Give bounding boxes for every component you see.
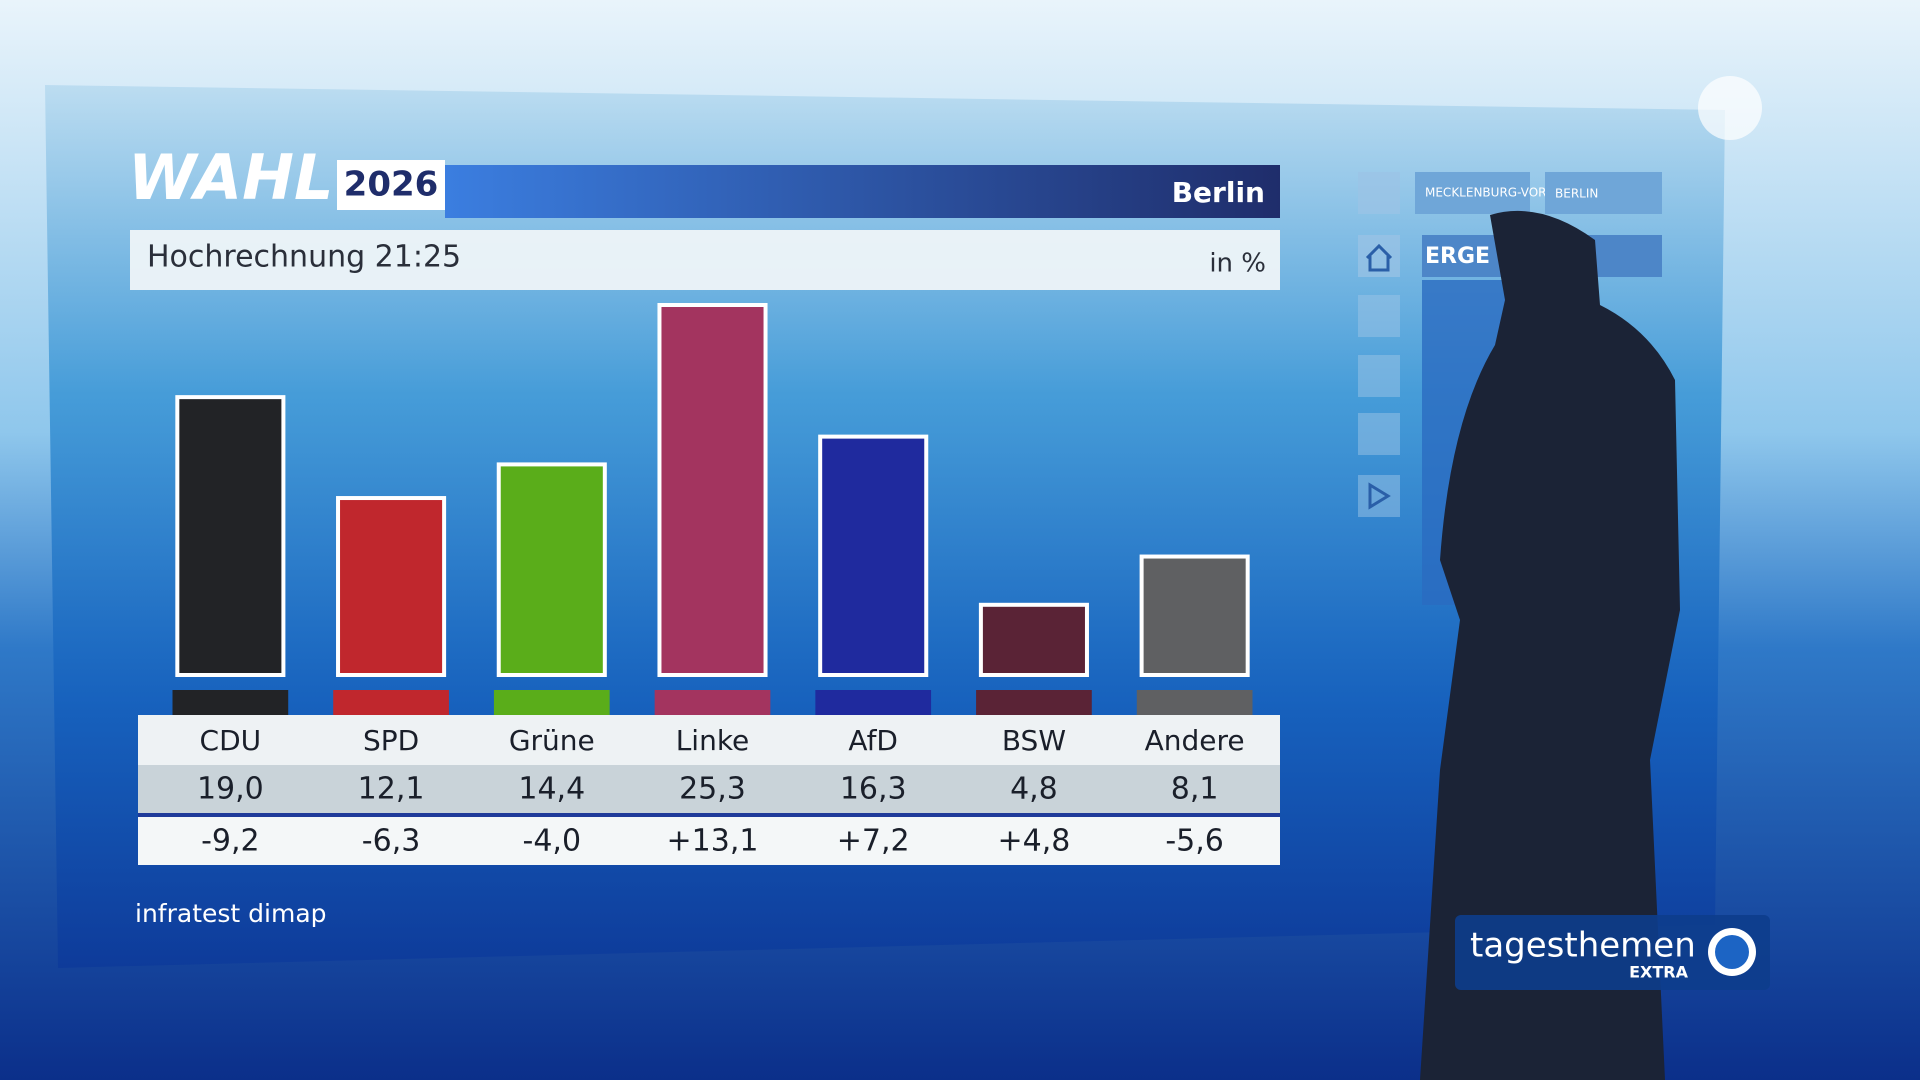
bar <box>657 303 768 677</box>
bar <box>978 602 1089 677</box>
value-label: 8,1 <box>1171 772 1219 807</box>
color-strip <box>654 690 771 715</box>
bar <box>175 395 286 677</box>
unit: in % <box>1209 249 1266 279</box>
change-label: +7,2 <box>837 824 910 859</box>
change-label: +13,1 <box>667 824 759 859</box>
logo-suffix: EXTRA <box>1629 963 1689 982</box>
logo-badge-inner <box>1715 935 1749 969</box>
value-label: 4,8 <box>1010 772 1058 807</box>
category-label: BSW <box>1002 724 1066 757</box>
color-strip <box>815 690 932 715</box>
color-strip <box>1136 690 1253 715</box>
year-box <box>337 160 445 210</box>
subtitle: Hochrechnung 21:25 <box>147 240 461 275</box>
category-label: Andere <box>1145 724 1245 757</box>
color-strip <box>976 690 1092 715</box>
tab[interactable] <box>1545 172 1662 214</box>
channel-logo <box>1698 76 1762 140</box>
bar <box>1139 554 1250 677</box>
value-label: 14,4 <box>518 772 585 807</box>
bar <box>336 496 447 678</box>
value-label: 19,0 <box>197 772 264 807</box>
name-row <box>138 715 1280 765</box>
logo-box <box>1455 915 1770 990</box>
nav-button[interactable] <box>1358 355 1400 397</box>
year: 2026 <box>344 165 439 205</box>
nav-button[interactable] <box>1358 172 1400 214</box>
value-label: 12,1 <box>358 772 425 807</box>
change-label: -6,3 <box>362 824 421 859</box>
nav-button[interactable] <box>1358 413 1400 455</box>
bar <box>496 462 607 677</box>
color-strip <box>333 690 449 715</box>
value-label: 25,3 <box>679 772 746 807</box>
play-button[interactable] <box>1358 475 1400 517</box>
category-label: AfD <box>848 724 898 757</box>
tab[interactable] <box>1415 172 1530 214</box>
row-divider <box>138 813 1280 817</box>
color-strip <box>172 690 289 715</box>
value-label: 16,3 <box>840 772 907 807</box>
category-label: CDU <box>200 724 262 757</box>
subtitle-box <box>130 230 1280 290</box>
value-row <box>138 765 1280 813</box>
bar <box>818 434 929 677</box>
change-label: -9,2 <box>201 824 260 859</box>
change-label: -4,0 <box>523 824 582 859</box>
category-label: SPD <box>363 724 419 757</box>
title-bar <box>445 165 1280 218</box>
section-label: ERGE <box>1425 244 1490 269</box>
category-label: Linke <box>676 724 750 757</box>
source: infratest dimap <box>135 899 327 928</box>
color-strip <box>493 690 610 715</box>
change-label: -5,6 <box>1165 824 1224 859</box>
tab-label: BERLIN <box>1555 187 1598 201</box>
region: Berlin <box>1172 176 1265 209</box>
chart-title: WAHL <box>128 141 334 214</box>
presenter <box>1420 210 1680 1081</box>
category-label: Grüne <box>509 724 595 757</box>
home-icon <box>1365 243 1393 272</box>
play-icon <box>1368 482 1391 510</box>
nav-button[interactable] <box>1358 295 1400 337</box>
change-label: +4,8 <box>997 824 1070 859</box>
logo-name: tagesthemen <box>1470 926 1696 966</box>
change-row <box>138 817 1280 865</box>
